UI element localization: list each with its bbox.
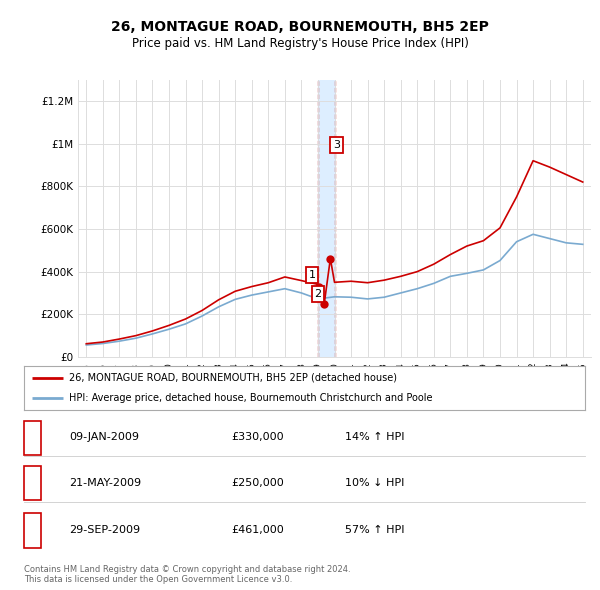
Text: 1: 1 [308, 270, 316, 280]
Text: 10% ↓ HPI: 10% ↓ HPI [345, 478, 404, 487]
Text: 29-SEP-2009: 29-SEP-2009 [69, 525, 140, 535]
Text: 09-JAN-2009: 09-JAN-2009 [69, 432, 139, 442]
Text: £330,000: £330,000 [231, 432, 284, 442]
Text: 3: 3 [333, 140, 340, 150]
Text: Price paid vs. HM Land Registry's House Price Index (HPI): Price paid vs. HM Land Registry's House … [131, 37, 469, 50]
Text: Contains HM Land Registry data © Crown copyright and database right 2024.
This d: Contains HM Land Registry data © Crown c… [24, 565, 350, 584]
Text: 2: 2 [314, 289, 322, 299]
Text: HPI: Average price, detached house, Bournemouth Christchurch and Poole: HPI: Average price, detached house, Bour… [69, 393, 433, 403]
Text: £461,000: £461,000 [231, 525, 284, 535]
Text: 57% ↑ HPI: 57% ↑ HPI [345, 525, 404, 535]
Bar [318, 80, 334, 357]
Text: 3: 3 [29, 525, 36, 535]
Text: 14% ↑ HPI: 14% ↑ HPI [345, 432, 404, 442]
Text: 2: 2 [29, 478, 36, 487]
Text: 26, MONTAGUE ROAD, BOURNEMOUTH, BH5 2EP: 26, MONTAGUE ROAD, BOURNEMOUTH, BH5 2EP [111, 19, 489, 34]
Text: 26, MONTAGUE ROAD, BOURNEMOUTH, BH5 2EP (detached house): 26, MONTAGUE ROAD, BOURNEMOUTH, BH5 2EP … [69, 373, 397, 383]
Text: £250,000: £250,000 [231, 478, 284, 487]
Text: 1: 1 [29, 432, 36, 442]
Text: 21-MAY-2009: 21-MAY-2009 [69, 478, 141, 487]
